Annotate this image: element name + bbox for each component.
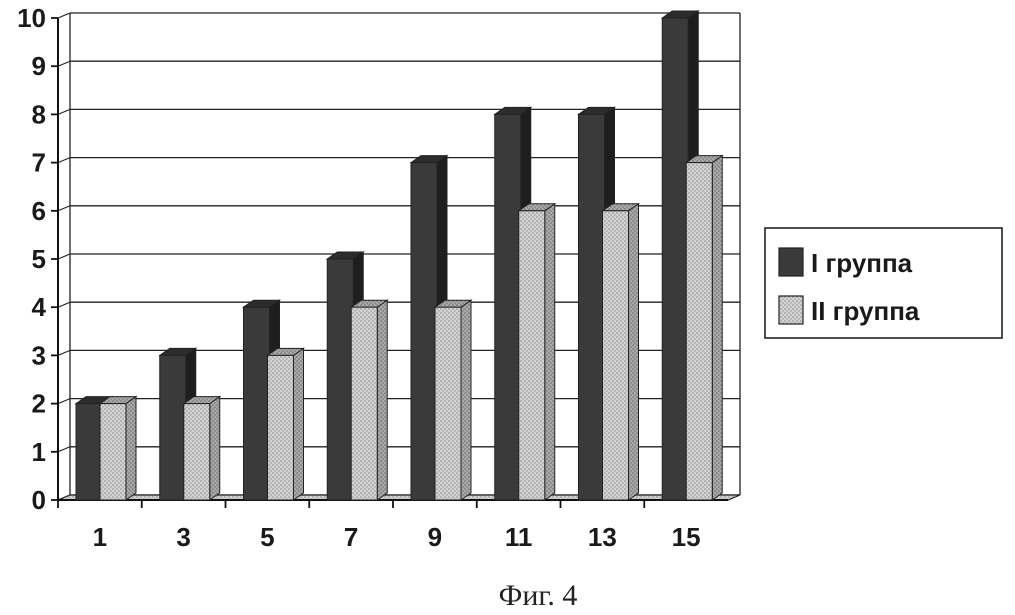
bar [159,354,187,501]
gridline-side [57,446,71,453]
bar [434,306,462,501]
bar [685,162,713,501]
bar-side [711,154,723,501]
legend-box [764,227,1003,339]
gridline-side [57,253,71,260]
y-tick-label: 0 [32,485,46,515]
bar-group-2 [98,395,138,501]
gridline-side [57,301,71,308]
x-tick-label: 11 [505,522,533,552]
bar-group-2 [517,202,557,501]
bar [267,354,294,501]
bar-side [628,202,639,501]
bar [494,113,522,501]
y-tick-label: 3 [32,340,46,370]
legend-swatch [778,247,804,277]
y-tick-label: 9 [32,51,46,81]
bar [350,306,378,501]
bar [661,17,689,501]
bar [183,403,211,501]
bar-group-2 [600,202,641,501]
bars [74,10,724,501]
y-tick-label: 4 [32,292,47,322]
bar [602,210,629,501]
y-tick-label: 6 [32,196,46,226]
bar-group-1 [660,10,700,501]
bar-group-2 [182,395,222,501]
y-tick-label: 7 [32,148,46,178]
gridline-side [57,157,71,164]
figure-caption: Фиг. 4 [499,579,578,612]
bar-group-2 [433,299,473,501]
gridline-side [57,349,71,356]
x-tick-label: 13 [588,522,617,552]
x-tick-label: 5 [260,522,274,552]
bar-side [125,395,137,501]
bar-group-2 [265,347,306,501]
gridline-side [57,398,71,405]
legend-swatch [778,295,804,325]
y-tick-label: 10 [17,3,46,33]
bar [410,162,438,501]
y-tick-label: 8 [32,99,46,129]
bar [326,258,354,501]
gridline-side [57,205,71,212]
bar-side [293,347,304,501]
y-tick-label: 1 [32,437,46,467]
x-tick-label: 3 [176,522,190,552]
bar-group-2 [349,299,389,501]
bar [243,306,270,501]
legend: I группа II группа [764,227,1003,339]
legend-label: II группа [811,296,920,326]
x-tick-label: 7 [344,522,358,552]
x-tick-label: 15 [672,522,701,552]
gridline-side [57,12,71,19]
bar-side [209,395,221,501]
bar [99,403,127,501]
gridline-side [57,108,71,115]
bar-side [544,202,556,501]
bar-side [376,299,388,501]
legend-label: I группа [811,248,913,278]
bar [518,210,546,501]
bar-side [460,299,472,501]
x-tick-label: 9 [428,522,442,552]
y-tick-label: 2 [32,389,46,419]
gridline-side [57,60,71,67]
bar-group-2 [684,154,724,501]
y-tick-label: 5 [32,244,46,274]
bar [75,403,103,501]
x-tick-label: 1 [93,522,107,552]
bar [578,113,605,501]
